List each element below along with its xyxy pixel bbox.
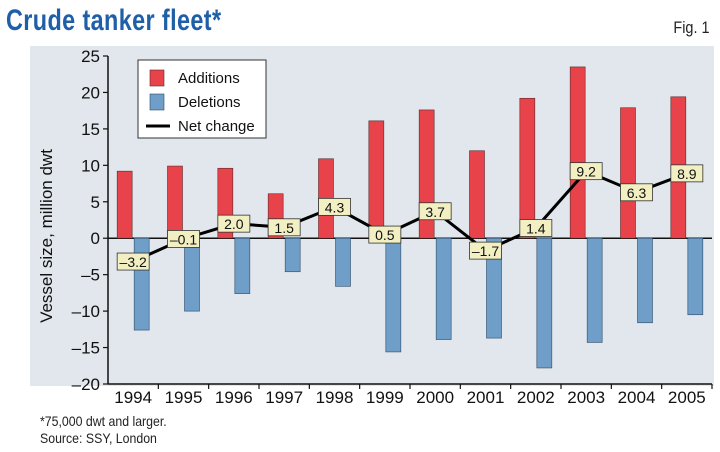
net-change-polyline bbox=[132, 169, 688, 263]
x-tick-label: 1994 bbox=[114, 388, 152, 407]
net-change-value: 4.3 bbox=[325, 199, 345, 215]
net-change-value: –3.2 bbox=[120, 254, 147, 270]
additions-bar bbox=[569, 66, 586, 239]
source-note: Source: SSY, London bbox=[40, 430, 157, 446]
y-tick-label: 0 bbox=[91, 229, 100, 248]
additions-bar bbox=[167, 165, 183, 239]
x-tick-label: 2002 bbox=[517, 388, 555, 407]
net-change-label: 2.0 bbox=[217, 214, 251, 233]
deletions-bar bbox=[184, 237, 200, 312]
net-change-label: 1.4 bbox=[519, 219, 553, 237]
deletions-bar bbox=[586, 237, 603, 343]
net-change-label: 9.2 bbox=[569, 162, 603, 181]
net-change-label: 1.5 bbox=[267, 218, 301, 237]
label-box bbox=[167, 230, 200, 248]
label-box bbox=[418, 202, 452, 221]
legend-swatch bbox=[149, 93, 165, 111]
net-change-value: 6.3 bbox=[627, 185, 647, 201]
x-tick-label: 1996 bbox=[215, 388, 253, 407]
y-tick-label: –5 bbox=[81, 266, 100, 285]
x-tick-label: 2001 bbox=[467, 388, 505, 407]
label-box bbox=[267, 218, 301, 237]
x-tick-label: 1999 bbox=[366, 388, 404, 407]
y-tick-label: 20 bbox=[81, 83, 100, 102]
net-change-label: 0.5 bbox=[368, 225, 402, 244]
chart-title: Crude tanker fleet* bbox=[6, 4, 222, 37]
net-change-value: 1.5 bbox=[274, 220, 294, 236]
x-tick-label: 1997 bbox=[265, 388, 303, 407]
label-box bbox=[116, 252, 150, 271]
y-tick-label: –15 bbox=[72, 339, 100, 358]
net-change-label: 8.9 bbox=[670, 164, 704, 183]
legend-label: Deletions bbox=[178, 94, 241, 111]
deletions-bar bbox=[284, 237, 301, 273]
deletions-bar bbox=[335, 237, 351, 287]
y-tick-label: 10 bbox=[81, 156, 100, 175]
deletions-bar bbox=[435, 237, 452, 340]
deletions-bar bbox=[536, 237, 553, 369]
additions-bar bbox=[116, 170, 133, 239]
x-tick-label: 2000 bbox=[416, 388, 454, 407]
deletions-bar bbox=[234, 237, 251, 294]
label-box bbox=[217, 214, 251, 233]
label-box bbox=[368, 225, 402, 244]
deletions-bar bbox=[385, 237, 402, 353]
deletions-bar bbox=[133, 237, 150, 331]
net-change-line bbox=[132, 169, 688, 263]
net-change-value: –0.1 bbox=[170, 231, 197, 247]
x-tick-label: 1998 bbox=[316, 388, 354, 407]
additions-bar bbox=[469, 150, 485, 239]
legend: Additions Deletions Net change bbox=[137, 59, 267, 139]
net-change-value: 9.2 bbox=[576, 164, 596, 180]
footnote: *75,000 dwt and larger. bbox=[40, 413, 167, 429]
net-change-label: –0.1 bbox=[167, 230, 200, 248]
additions-bar bbox=[368, 120, 385, 239]
net-change-label: 6.3 bbox=[620, 183, 653, 202]
label-box bbox=[670, 164, 704, 183]
net-change-value: 2.0 bbox=[224, 216, 244, 232]
label-box bbox=[318, 197, 351, 216]
legend-label: Additions bbox=[178, 70, 240, 87]
axes: –20 –15 –10 –5 0 5 10 15 20 25 1994 1995 1996 1997 199… bbox=[72, 47, 713, 407]
additions-bar bbox=[620, 107, 636, 239]
legend-swatch bbox=[149, 69, 165, 87]
x-tick-label: 2003 bbox=[567, 388, 605, 407]
label-box bbox=[620, 183, 653, 202]
net-change-label: 3.7 bbox=[418, 202, 452, 221]
additions-bar bbox=[519, 97, 536, 239]
net-change-label: 4.3 bbox=[318, 197, 351, 216]
legend-label: Net change bbox=[178, 118, 255, 135]
net-change-label: –3.2 bbox=[116, 252, 150, 271]
y-tick-label: 15 bbox=[81, 120, 100, 139]
net-change-label: –1.7 bbox=[469, 241, 502, 260]
net-change-labels: –3.2 –0.1 2.0 1.5 4.3 0.5 3.7 –1.7 1.4 9.2 6.3 8.9 bbox=[116, 162, 704, 271]
deletions-bar bbox=[637, 237, 653, 324]
label-box bbox=[569, 162, 603, 181]
y-axis-label: Vessel size, million dwt bbox=[37, 149, 56, 323]
label-box bbox=[469, 241, 502, 260]
net-change-value: 8.9 bbox=[677, 166, 697, 182]
y-tick-label: –20 bbox=[72, 375, 100, 394]
x-tick-label: 2004 bbox=[618, 388, 656, 407]
y-tick-label: 25 bbox=[81, 47, 100, 66]
y-tick-label: –10 bbox=[72, 302, 100, 321]
x-tick-label: 2005 bbox=[668, 388, 706, 407]
x-tick-label: 1995 bbox=[165, 388, 203, 407]
net-change-value: 0.5 bbox=[375, 227, 395, 243]
deletions-bar bbox=[486, 237, 502, 339]
y-tick-label: 5 bbox=[91, 193, 100, 212]
label-box bbox=[519, 219, 553, 237]
net-change-value: 1.4 bbox=[526, 221, 546, 237]
net-change-value: 3.7 bbox=[425, 204, 445, 220]
net-change-value: –1.7 bbox=[472, 243, 499, 259]
figure-label: Fig. 1 bbox=[673, 18, 710, 37]
deletions-bar bbox=[687, 237, 704, 316]
